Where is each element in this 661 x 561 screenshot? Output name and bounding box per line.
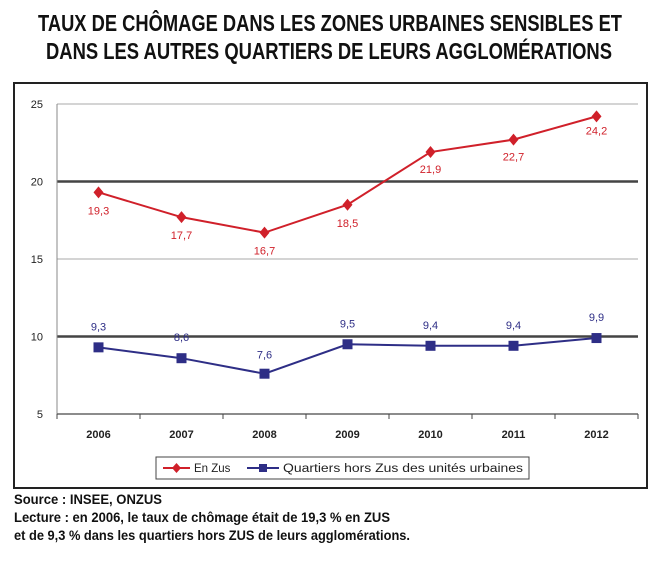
chart-title-line1: TAUX DE CHÔMAGE DANS LES ZONES URBAINES … xyxy=(38,9,622,36)
data-label: 9,3 xyxy=(91,321,106,333)
data-label: 19,3 xyxy=(88,205,109,217)
data-label: 16,7 xyxy=(254,246,275,258)
data-point-diamond xyxy=(176,211,187,224)
y-tick-label: 15 xyxy=(31,254,43,266)
legend-box xyxy=(155,456,530,480)
data-label: 9,4 xyxy=(423,320,438,332)
x-tick-label: 2011 xyxy=(502,429,526,441)
data-label: 8,6 xyxy=(174,332,189,344)
legend-label-zus: En Zus xyxy=(194,463,231,475)
data-point-diamond xyxy=(508,133,519,146)
data-label: 7,6 xyxy=(257,350,272,362)
data-point-diamond xyxy=(591,110,602,123)
data-label: 21,9 xyxy=(420,164,441,176)
data-point-square xyxy=(176,353,187,364)
data-point-square xyxy=(259,368,270,379)
legend-label-hors-zus: Quartiers hors Zus des unités urbaines xyxy=(283,463,523,475)
data-point-square xyxy=(342,339,353,350)
y-tick-label: 20 xyxy=(31,177,43,189)
chart-title-line2: DANS LES AUTRES QUARTIERS DE LEURS AGGLO… xyxy=(46,37,612,64)
data-label: 9,5 xyxy=(340,318,355,330)
x-tick-label: 2010 xyxy=(418,429,442,441)
data-point-diamond xyxy=(425,146,436,159)
y-tick-label: 10 xyxy=(31,332,43,344)
x-tick-label: 2012 xyxy=(584,429,608,441)
y-tick-label: 5 xyxy=(37,409,43,421)
source-note: Source : INSEE, ONZUS xyxy=(14,491,162,507)
plot-area: 5 10 15 20 25 2006 2007 2008 2009 2010 2011 2012 19,… xyxy=(31,99,639,441)
data-label: 17,7 xyxy=(171,230,192,242)
data-point-square xyxy=(508,340,519,351)
x-tick-label: 2006 xyxy=(86,429,110,441)
legend-square-icon xyxy=(259,464,267,472)
reading-note-line2: et de 9,3 % dans les quartiers hors ZUS … xyxy=(14,527,410,543)
x-tick-label: 2008 xyxy=(252,429,276,441)
data-label: 9,4 xyxy=(506,320,521,332)
legend-diamond-icon xyxy=(172,463,181,473)
data-label: 22,7 xyxy=(503,152,524,164)
chart-frame xyxy=(13,82,648,489)
data-label: 24,2 xyxy=(586,125,607,137)
data-label: 9,9 xyxy=(589,312,604,324)
data-point-diamond xyxy=(342,198,353,211)
data-point-square xyxy=(591,333,602,344)
x-tick-label: 2009 xyxy=(335,429,359,441)
data-point-diamond xyxy=(259,226,270,239)
data-label: 18,5 xyxy=(337,218,358,230)
data-point-diamond xyxy=(93,186,104,199)
y-tick-label: 25 xyxy=(31,99,43,111)
reading-note-line1: Lecture : en 2006, le taux de chômage ét… xyxy=(14,509,390,525)
data-point-square xyxy=(425,340,436,351)
legend: En Zus Quartiers hors Zus des unités urb… xyxy=(155,456,530,480)
data-point-square xyxy=(93,342,104,353)
x-tick-label: 2007 xyxy=(169,429,193,441)
